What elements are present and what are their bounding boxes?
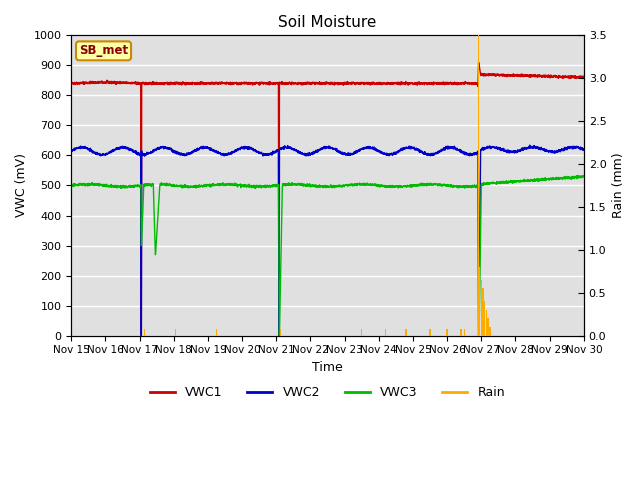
Bar: [479, 267, 480, 336]
Bar: [483, 288, 484, 336]
Bar: [144, 329, 145, 336]
Bar: [460, 329, 461, 336]
Bar: [216, 329, 217, 336]
Y-axis label: VWC (mV): VWC (mV): [15, 154, 28, 217]
Y-axis label: Rain (mm): Rain (mm): [612, 153, 625, 218]
Bar: [463, 329, 465, 336]
Bar: [488, 319, 489, 336]
Bar: [406, 329, 407, 336]
Bar: [484, 301, 485, 336]
Bar: [429, 329, 431, 336]
Bar: [280, 329, 281, 336]
Legend: VWC1, VWC2, VWC3, Rain: VWC1, VWC2, VWC3, Rain: [145, 382, 510, 405]
Bar: [175, 329, 176, 336]
Text: SB_met: SB_met: [79, 44, 128, 57]
Bar: [447, 329, 448, 336]
X-axis label: Time: Time: [312, 361, 343, 374]
Bar: [361, 329, 362, 336]
Bar: [489, 327, 490, 336]
Bar: [481, 280, 482, 336]
Bar: [385, 329, 387, 336]
Bar: [486, 310, 487, 336]
Bar: [478, 36, 479, 336]
Title: Soil Moisture: Soil Moisture: [278, 15, 377, 30]
